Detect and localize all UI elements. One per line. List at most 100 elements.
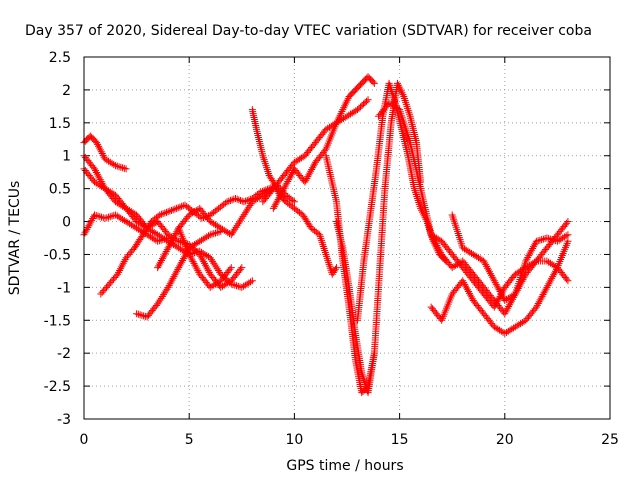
data-point bbox=[122, 218, 130, 226]
data-point bbox=[460, 279, 468, 287]
data-point bbox=[173, 243, 181, 251]
data-point bbox=[177, 260, 185, 268]
data-point bbox=[197, 236, 205, 244]
data-point bbox=[201, 259, 209, 267]
data-point bbox=[98, 150, 106, 158]
data-point bbox=[532, 303, 540, 311]
data-point bbox=[233, 195, 241, 203]
data-point bbox=[297, 154, 305, 162]
data-point bbox=[471, 252, 479, 260]
data-point bbox=[159, 253, 167, 261]
data-point bbox=[480, 257, 488, 265]
data-point bbox=[103, 214, 111, 222]
data-point bbox=[539, 235, 547, 243]
data-point bbox=[564, 237, 572, 245]
data-point bbox=[523, 255, 531, 263]
data-point bbox=[241, 281, 249, 289]
data-point bbox=[546, 278, 554, 286]
data-point bbox=[106, 213, 114, 221]
data-point bbox=[168, 237, 176, 245]
data-point bbox=[436, 247, 444, 255]
data-point bbox=[202, 263, 210, 271]
data-point bbox=[163, 246, 171, 254]
data-point bbox=[157, 294, 165, 302]
data-point bbox=[363, 97, 371, 105]
data-point bbox=[285, 176, 293, 184]
data-point bbox=[189, 209, 197, 217]
data-point bbox=[117, 263, 125, 271]
data-point bbox=[550, 261, 558, 269]
data-point bbox=[483, 262, 491, 270]
data-point bbox=[133, 218, 141, 226]
data-point bbox=[158, 255, 166, 263]
data-point bbox=[219, 282, 227, 290]
data-point bbox=[204, 267, 212, 275]
data-point bbox=[490, 277, 498, 285]
data-point bbox=[164, 244, 172, 252]
data-point bbox=[481, 259, 489, 267]
data-point bbox=[506, 293, 514, 301]
data-point bbox=[115, 268, 123, 276]
data-point bbox=[155, 262, 163, 270]
data-point bbox=[231, 195, 239, 203]
data-point bbox=[539, 291, 547, 299]
series-track-c bbox=[80, 165, 256, 291]
data-point bbox=[156, 211, 164, 219]
data-point bbox=[220, 281, 228, 289]
data-point bbox=[162, 235, 170, 243]
data-point bbox=[88, 216, 96, 224]
data-point bbox=[106, 188, 114, 196]
data-point bbox=[450, 263, 458, 271]
data-point bbox=[156, 260, 164, 268]
data-point bbox=[475, 254, 482, 262]
data-point bbox=[171, 271, 179, 279]
data-point bbox=[179, 255, 187, 263]
data-point bbox=[245, 279, 253, 287]
data-point bbox=[191, 261, 199, 269]
data-point bbox=[119, 259, 127, 267]
data-point bbox=[86, 220, 94, 228]
data-point bbox=[129, 222, 137, 230]
data-point bbox=[131, 223, 139, 231]
data-point bbox=[158, 293, 166, 301]
data-point bbox=[515, 321, 523, 329]
data-point bbox=[169, 235, 177, 243]
data-point bbox=[194, 267, 202, 275]
data-point bbox=[207, 256, 215, 264]
data-point bbox=[122, 165, 130, 173]
data-point bbox=[162, 247, 170, 255]
data-point bbox=[549, 273, 557, 281]
data-point bbox=[543, 257, 551, 265]
data-point bbox=[494, 325, 502, 333]
data-point bbox=[302, 176, 310, 184]
data-point bbox=[203, 265, 211, 273]
data-point bbox=[116, 267, 124, 275]
data-point bbox=[91, 167, 99, 175]
data-point bbox=[238, 283, 246, 291]
data-point bbox=[543, 234, 551, 242]
data-point bbox=[92, 168, 100, 176]
data-point bbox=[166, 280, 174, 288]
data-point bbox=[208, 230, 216, 238]
data-point bbox=[206, 283, 214, 291]
data-point bbox=[517, 320, 525, 328]
data-point bbox=[243, 196, 251, 204]
data-point bbox=[482, 261, 490, 269]
data-point bbox=[187, 254, 195, 262]
y-tick-label: 2 bbox=[62, 83, 71, 99]
data-point bbox=[169, 274, 177, 282]
data-point bbox=[277, 190, 285, 198]
data-point bbox=[431, 233, 439, 241]
data-point bbox=[219, 225, 227, 233]
data-point bbox=[222, 227, 230, 235]
y-tick-label: 0 bbox=[62, 215, 71, 231]
data-point bbox=[164, 234, 172, 242]
data-point bbox=[274, 195, 282, 203]
data-point bbox=[110, 212, 118, 220]
data-point bbox=[120, 257, 128, 265]
data-point bbox=[136, 220, 144, 228]
data-point bbox=[246, 201, 254, 209]
data-point bbox=[140, 312, 148, 320]
data-point bbox=[161, 249, 169, 257]
data-point bbox=[161, 289, 169, 297]
